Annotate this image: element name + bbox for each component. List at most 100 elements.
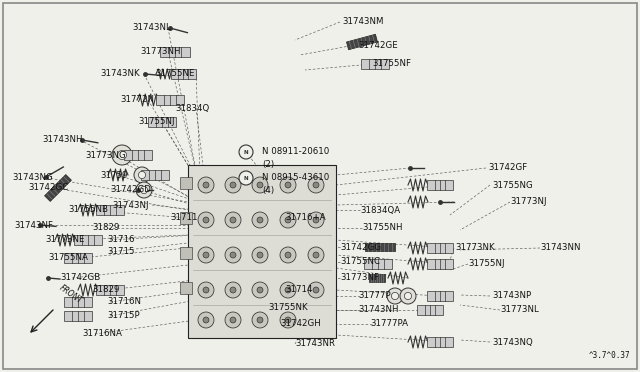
Text: 31714: 31714 (285, 285, 312, 295)
Polygon shape (346, 34, 378, 50)
Circle shape (280, 312, 296, 328)
Text: 31755NF: 31755NF (372, 60, 411, 68)
Circle shape (140, 186, 148, 193)
Circle shape (285, 317, 291, 323)
Text: 31755NA: 31755NA (48, 253, 88, 263)
Circle shape (203, 217, 209, 223)
Text: 31742GH: 31742GH (280, 320, 321, 328)
Text: (2): (2) (262, 160, 274, 169)
Text: N: N (244, 150, 248, 154)
Text: 31742GC: 31742GC (28, 183, 68, 192)
Circle shape (252, 212, 268, 228)
Text: 31777PA: 31777PA (370, 320, 408, 328)
Circle shape (252, 282, 268, 298)
Text: 31743NP: 31743NP (492, 292, 531, 301)
Circle shape (239, 171, 253, 185)
Text: 31755NG: 31755NG (492, 180, 532, 189)
Text: N: N (244, 176, 248, 180)
Circle shape (285, 252, 291, 258)
Polygon shape (170, 69, 195, 79)
Text: 31834QA: 31834QA (360, 205, 400, 215)
Polygon shape (45, 174, 72, 201)
Text: 31829: 31829 (92, 224, 120, 232)
Circle shape (112, 145, 132, 165)
Circle shape (280, 177, 296, 193)
Polygon shape (427, 259, 453, 269)
Text: 31829: 31829 (92, 285, 120, 295)
Text: 31743NK: 31743NK (100, 70, 140, 78)
Circle shape (313, 217, 319, 223)
Circle shape (313, 182, 319, 188)
Circle shape (203, 287, 209, 293)
Circle shape (230, 182, 236, 188)
Text: 31742GB: 31742GB (60, 273, 100, 282)
Circle shape (252, 247, 268, 263)
Text: 31742GD: 31742GD (110, 186, 151, 195)
Polygon shape (427, 243, 453, 253)
Text: 31777P: 31777P (358, 292, 390, 301)
Circle shape (285, 217, 291, 223)
Text: 31755NE: 31755NE (155, 70, 195, 78)
Text: 31716+A: 31716+A (285, 214, 326, 222)
Circle shape (308, 177, 324, 193)
Circle shape (118, 151, 127, 160)
Text: 31755NH: 31755NH (362, 224, 403, 232)
Polygon shape (156, 95, 184, 105)
Polygon shape (96, 285, 124, 295)
Circle shape (230, 217, 236, 223)
Circle shape (225, 312, 241, 328)
Text: 31759: 31759 (100, 170, 127, 180)
Text: FRONT: FRONT (58, 284, 84, 306)
Text: 31743NR: 31743NR (295, 340, 335, 349)
Text: 31711: 31711 (170, 214, 198, 222)
Text: 31742GF: 31742GF (488, 164, 527, 173)
Circle shape (225, 247, 241, 263)
Text: 31715: 31715 (107, 247, 134, 257)
Text: 31773NJ: 31773NJ (510, 198, 547, 206)
Polygon shape (64, 253, 92, 263)
Text: 31834Q: 31834Q (175, 103, 209, 112)
Text: 31755NJ: 31755NJ (468, 260, 504, 269)
Circle shape (285, 182, 291, 188)
Circle shape (387, 288, 403, 304)
Circle shape (198, 247, 214, 263)
Circle shape (257, 287, 263, 293)
Polygon shape (141, 170, 169, 180)
Polygon shape (427, 337, 453, 347)
Text: N 08915-43610: N 08915-43610 (262, 173, 329, 183)
Text: (4): (4) (262, 186, 274, 195)
Circle shape (404, 292, 412, 299)
Polygon shape (64, 311, 92, 321)
Text: 31743NH: 31743NH (358, 305, 399, 314)
Text: 31755NJ: 31755NJ (138, 118, 175, 126)
Polygon shape (427, 180, 453, 190)
Text: 31743NH: 31743NH (42, 135, 83, 144)
Text: 31743NM: 31743NM (342, 17, 383, 26)
Text: 31773NF: 31773NF (340, 273, 379, 282)
Circle shape (252, 177, 268, 193)
Text: 31772N: 31772N (120, 96, 154, 105)
Bar (180, 247, 192, 259)
Polygon shape (361, 59, 389, 69)
Text: 31755NK: 31755NK (268, 304, 308, 312)
Text: 31742GE: 31742GE (358, 41, 397, 49)
Text: 31773NL: 31773NL (500, 305, 539, 314)
Polygon shape (369, 274, 385, 282)
Circle shape (225, 212, 241, 228)
Text: 31743NJ: 31743NJ (112, 201, 148, 209)
Polygon shape (96, 205, 124, 215)
Circle shape (285, 287, 291, 293)
Bar (180, 282, 192, 294)
Text: 31716N: 31716N (107, 298, 141, 307)
Circle shape (198, 212, 214, 228)
Text: 31716: 31716 (107, 235, 134, 244)
Polygon shape (124, 150, 152, 160)
Polygon shape (365, 243, 395, 251)
Text: 31773NK: 31773NK (455, 244, 495, 253)
Text: 31773NH: 31773NH (140, 48, 180, 57)
Text: 31743NG: 31743NG (12, 173, 52, 182)
Text: 31715P: 31715P (107, 311, 140, 321)
Circle shape (239, 145, 253, 159)
Circle shape (203, 182, 209, 188)
Polygon shape (148, 117, 176, 127)
